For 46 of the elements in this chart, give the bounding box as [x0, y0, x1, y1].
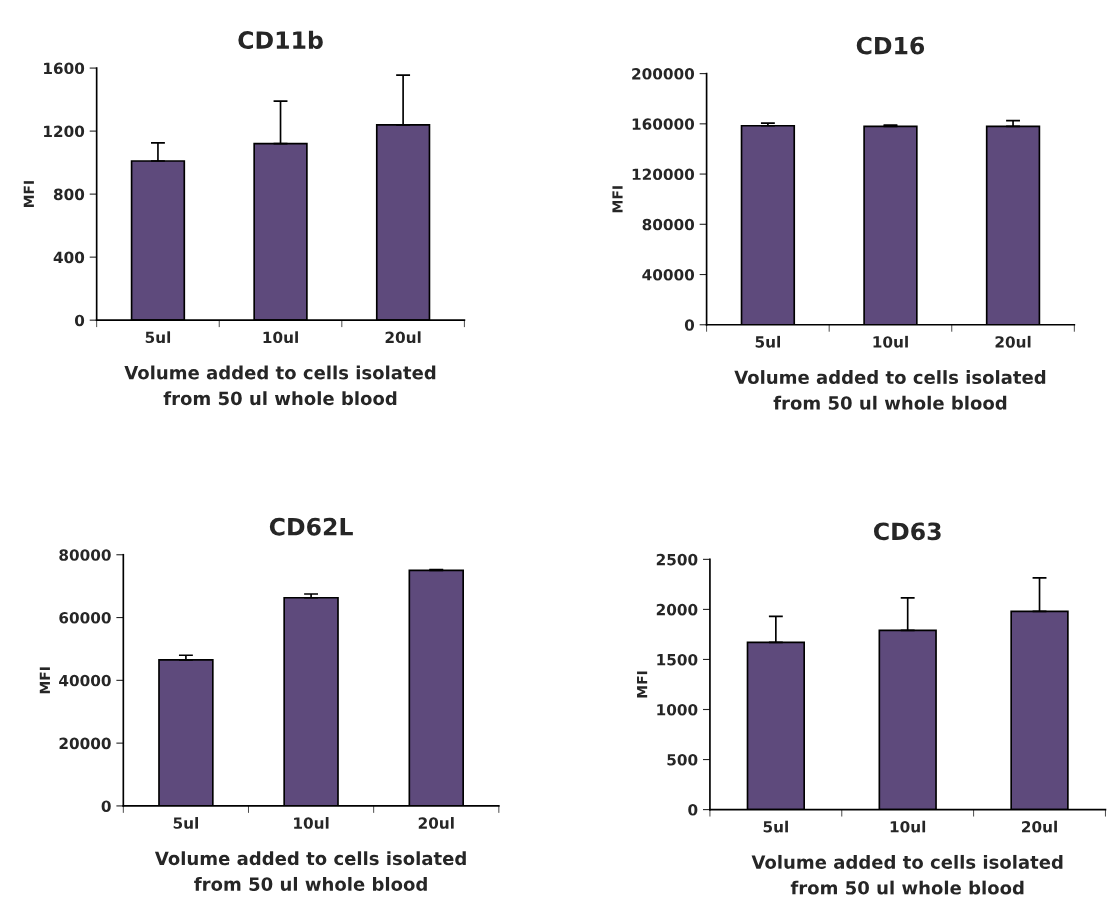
y-tick-label: 80000	[642, 218, 695, 231]
y-tick-label: 1000	[657, 703, 698, 716]
y-tick-label: 1600	[44, 62, 85, 75]
x-axis-title: Volume added to cells isolated from 50 ul whole blood	[154, 851, 466, 891]
y-tick-label: 1200	[44, 125, 85, 138]
y-tick-label: 40000	[642, 268, 695, 281]
y-tick-label: 160000	[632, 118, 695, 130]
x-tick-label: 20ul	[995, 335, 1031, 348]
x-tick-label: 5ul	[145, 331, 171, 344]
x-axis-title: Volume added to cells isolated from 50 ul whole blood	[751, 854, 1063, 895]
chart-title: CD63	[873, 522, 941, 541]
x-tick-label: 20ul	[1022, 820, 1057, 833]
y-tick-label: 20000	[59, 737, 111, 750]
y-tick-label: 0	[684, 319, 695, 331]
x-tick-label: 10ul	[873, 335, 908, 348]
y-tick-label: 0	[101, 800, 111, 812]
x-tick-label: 5ul	[755, 335, 780, 348]
x-tick-label: 20ul	[418, 817, 454, 829]
y-axis-title: MFI	[612, 186, 623, 213]
y-tick-label: 800	[53, 188, 85, 201]
y-tick-label: 40000	[59, 674, 111, 687]
x-tick-label: 10ul	[263, 331, 298, 344]
x-tick-label: 20ul	[385, 331, 421, 344]
x-axis-title: Volume added to cells isolated from 50 ul whole blood	[734, 370, 1046, 410]
y-tick-label: 2000	[656, 603, 698, 616]
x-tick-label: 10ul	[890, 820, 926, 833]
y-tick-label: 2500	[656, 553, 698, 566]
x-tick-label: 10ul	[294, 817, 329, 829]
x-axis-title: Volume added to cells isolated from 50 ul whole blood	[124, 365, 436, 406]
y-tick-label: 1500	[657, 653, 698, 666]
x-tick-label: 5ul	[173, 817, 198, 829]
y-tick-label: 400	[53, 251, 85, 264]
chart-title: CD11b	[238, 30, 323, 49]
y-tick-label: 200000	[632, 68, 695, 80]
x-tick-label: 5ul	[763, 820, 788, 833]
y-tick-label: 80000	[59, 549, 111, 561]
y-tick-label: 500	[667, 754, 698, 766]
y-axis-title: MFI	[637, 671, 648, 698]
y-axis-title: MFI	[23, 181, 34, 208]
y-axis-title: MFI	[39, 667, 50, 694]
y-tick-label: 60000	[59, 612, 111, 624]
chart-title: CD16	[856, 36, 925, 55]
y-tick-label: 120000	[632, 168, 695, 181]
chart-title: CD62L	[269, 517, 353, 536]
y-tick-label: 0	[688, 804, 698, 816]
y-tick-label: 0	[74, 314, 85, 327]
